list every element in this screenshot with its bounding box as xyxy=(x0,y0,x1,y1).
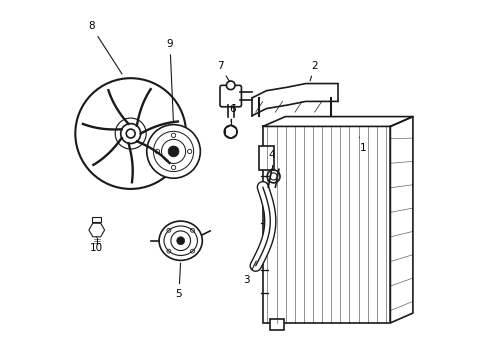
Polygon shape xyxy=(391,117,413,323)
Text: 5: 5 xyxy=(175,263,182,299)
Bar xyxy=(263,126,391,323)
FancyBboxPatch shape xyxy=(220,85,242,107)
Text: 9: 9 xyxy=(167,39,173,122)
Text: 3: 3 xyxy=(244,261,256,285)
Circle shape xyxy=(224,125,237,138)
Text: 4: 4 xyxy=(269,150,275,170)
Circle shape xyxy=(226,81,235,90)
Text: 6: 6 xyxy=(229,104,236,122)
Bar xyxy=(259,146,273,170)
Ellipse shape xyxy=(159,221,202,260)
Text: 7: 7 xyxy=(217,61,229,81)
Text: 1: 1 xyxy=(359,137,366,153)
Text: 10: 10 xyxy=(90,237,103,253)
Bar xyxy=(270,319,284,330)
Circle shape xyxy=(267,170,280,183)
Text: 8: 8 xyxy=(88,21,122,74)
Circle shape xyxy=(147,125,200,178)
Bar xyxy=(93,217,101,222)
Circle shape xyxy=(126,129,135,138)
Polygon shape xyxy=(263,117,413,126)
Circle shape xyxy=(177,237,185,245)
Circle shape xyxy=(168,146,179,157)
Text: 2: 2 xyxy=(310,61,318,81)
